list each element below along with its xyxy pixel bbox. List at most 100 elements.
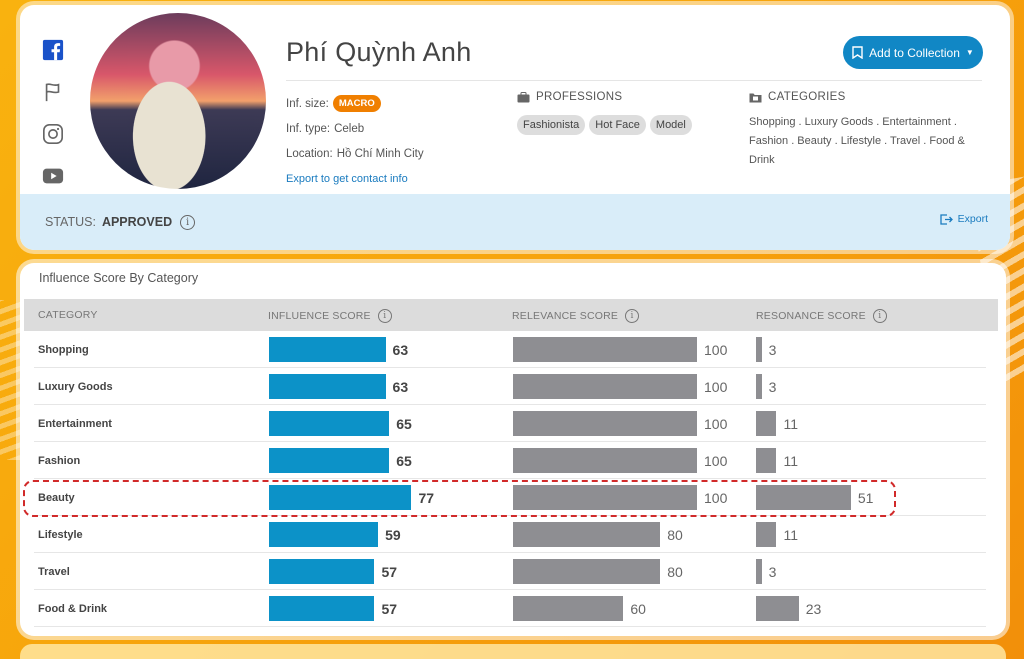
professions-title: PROFESSIONS bbox=[536, 91, 623, 103]
relevance-value: 80 bbox=[667, 564, 683, 580]
influence-score-card: Influence Score By Category CATEGORY INF… bbox=[20, 263, 1006, 636]
info-icon[interactable]: i bbox=[625, 309, 640, 323]
export-button[interactable]: Export bbox=[939, 213, 988, 225]
influence-bar bbox=[269, 374, 386, 399]
table-row: Entertainment 65 100 11 bbox=[20, 405, 1006, 442]
social-links bbox=[42, 39, 66, 207]
row-divider bbox=[34, 626, 986, 627]
relevance-bar bbox=[513, 485, 697, 510]
profession-tag: Hot Face bbox=[589, 115, 646, 135]
avatar bbox=[90, 13, 266, 189]
add-to-collection-button[interactable]: Add to Collection ▼ bbox=[843, 36, 983, 69]
influence-value: 57 bbox=[381, 564, 398, 580]
category-name: Food & Drink bbox=[38, 603, 108, 615]
table-row: Luxury Goods 63 100 3 bbox=[20, 368, 1006, 405]
category-name: Entertainment bbox=[38, 418, 112, 430]
column-header-relevance: RELEVANCE SCORE i bbox=[512, 309, 640, 323]
relevance-value: 100 bbox=[704, 453, 728, 469]
professions-section: PROFESSIONS Fashionista Hot Face Model bbox=[517, 91, 692, 135]
relevance-bar bbox=[513, 522, 661, 547]
profile-info: Inf. size: MACRO Inf. type: Celeb Locati… bbox=[286, 91, 424, 191]
column-header-category: CATEGORY bbox=[38, 309, 98, 321]
influence-bar bbox=[269, 596, 375, 621]
category-name: Fashion bbox=[38, 455, 81, 467]
resonance-value: 11 bbox=[783, 416, 798, 432]
table-row: Food & Drink 57 60 23 bbox=[20, 590, 1006, 627]
resonance-bar bbox=[756, 559, 762, 584]
relevance-value: 100 bbox=[704, 416, 728, 432]
categories-section: CATEGORIES Shopping . Luxury Goods . Ent… bbox=[749, 91, 979, 170]
youtube-icon[interactable] bbox=[42, 165, 64, 187]
resonance-value: 11 bbox=[783, 453, 798, 469]
export-contact-link[interactable]: Export to get contact info bbox=[286, 172, 408, 185]
score-section-title: Influence Score By Category bbox=[39, 271, 199, 285]
table-header: CATEGORY INFLUENCE SCORE i RELEVANCE SCOR… bbox=[24, 299, 998, 331]
info-icon[interactable]: i bbox=[377, 309, 392, 323]
category-name: Travel bbox=[38, 566, 70, 578]
folder-icon bbox=[749, 93, 762, 102]
influence-bar bbox=[269, 411, 390, 436]
highlighted-row-outline bbox=[23, 480, 896, 517]
relevance-value: 80 bbox=[667, 527, 683, 543]
table-row: Lifestyle 59 80 11 bbox=[20, 516, 1006, 553]
export-icon bbox=[939, 213, 953, 225]
resonance-bar bbox=[756, 448, 777, 473]
table-row: Beauty 77 100 51 bbox=[20, 479, 1006, 516]
instagram-icon[interactable] bbox=[42, 123, 64, 145]
influence-bar bbox=[269, 448, 390, 473]
resonance-value: 3 bbox=[768, 564, 777, 580]
profession-tag: Model bbox=[649, 115, 692, 135]
status-bar: STATUS: APPROVED i Export bbox=[20, 194, 1010, 250]
resonance-bar bbox=[756, 374, 762, 399]
profile-card: Phí Quỳnh Anh Add to Collection ▼ Inf. s… bbox=[20, 5, 1010, 250]
influence-bar bbox=[269, 485, 412, 510]
relevance-bar bbox=[513, 596, 624, 621]
resonance-bar bbox=[756, 485, 851, 510]
column-header-resonance: RESONANCE SCORE i bbox=[756, 309, 887, 323]
table-row: Fashion 65 100 11 bbox=[20, 442, 1006, 479]
category-name: Lifestyle bbox=[38, 529, 83, 541]
location-value: Hồ Chí Minh City bbox=[336, 147, 424, 160]
bookmark-icon bbox=[852, 46, 863, 59]
influence-value: 57 bbox=[381, 601, 398, 617]
row-divider bbox=[34, 367, 986, 368]
influence-bar bbox=[269, 337, 386, 362]
influence-value: 65 bbox=[396, 453, 412, 469]
categories-title: CATEGORIES bbox=[768, 91, 846, 103]
inf-type-value: Celeb bbox=[334, 122, 365, 135]
row-divider bbox=[34, 404, 986, 405]
divider bbox=[286, 80, 982, 81]
influence-value: 77 bbox=[418, 490, 435, 506]
resonance-value: 3 bbox=[768, 379, 777, 395]
influence-value: 63 bbox=[392, 379, 409, 395]
influence-bar bbox=[269, 559, 375, 584]
category-name: Luxury Goods bbox=[38, 381, 113, 393]
relevance-bar bbox=[513, 411, 697, 436]
influence-value: 65 bbox=[396, 416, 412, 432]
resonance-bar bbox=[756, 596, 799, 621]
score-table-body: Shopping 63 100 3 Luxury Goods 63 100 3 Entertai… bbox=[20, 331, 1006, 627]
info-icon[interactable]: i bbox=[180, 214, 196, 230]
category-name: Beauty bbox=[38, 492, 75, 504]
info-icon[interactable]: i bbox=[872, 309, 887, 323]
status-label: STATUS: bbox=[45, 215, 96, 229]
relevance-bar bbox=[513, 374, 697, 399]
export-label: Export bbox=[957, 213, 988, 225]
inf-type-label: Inf. type: bbox=[286, 122, 331, 135]
relevance-value: 100 bbox=[704, 379, 728, 395]
briefcase-icon bbox=[517, 91, 530, 102]
row-divider bbox=[34, 478, 986, 479]
background-decoration bbox=[20, 644, 1006, 659]
facebook-icon[interactable] bbox=[42, 39, 64, 61]
relevance-value: 100 bbox=[704, 342, 728, 358]
resonance-bar bbox=[756, 522, 777, 547]
relevance-value: 100 bbox=[704, 490, 728, 506]
resonance-value: 23 bbox=[805, 601, 822, 617]
profession-tag: Fashionista bbox=[517, 115, 586, 135]
flag-icon[interactable] bbox=[42, 81, 64, 103]
influencer-name: Phí Quỳnh Anh bbox=[286, 37, 472, 67]
influence-bar bbox=[269, 522, 379, 547]
row-divider bbox=[34, 441, 986, 442]
location-label: Location: bbox=[286, 147, 333, 160]
resonance-value: 51 bbox=[857, 490, 874, 506]
